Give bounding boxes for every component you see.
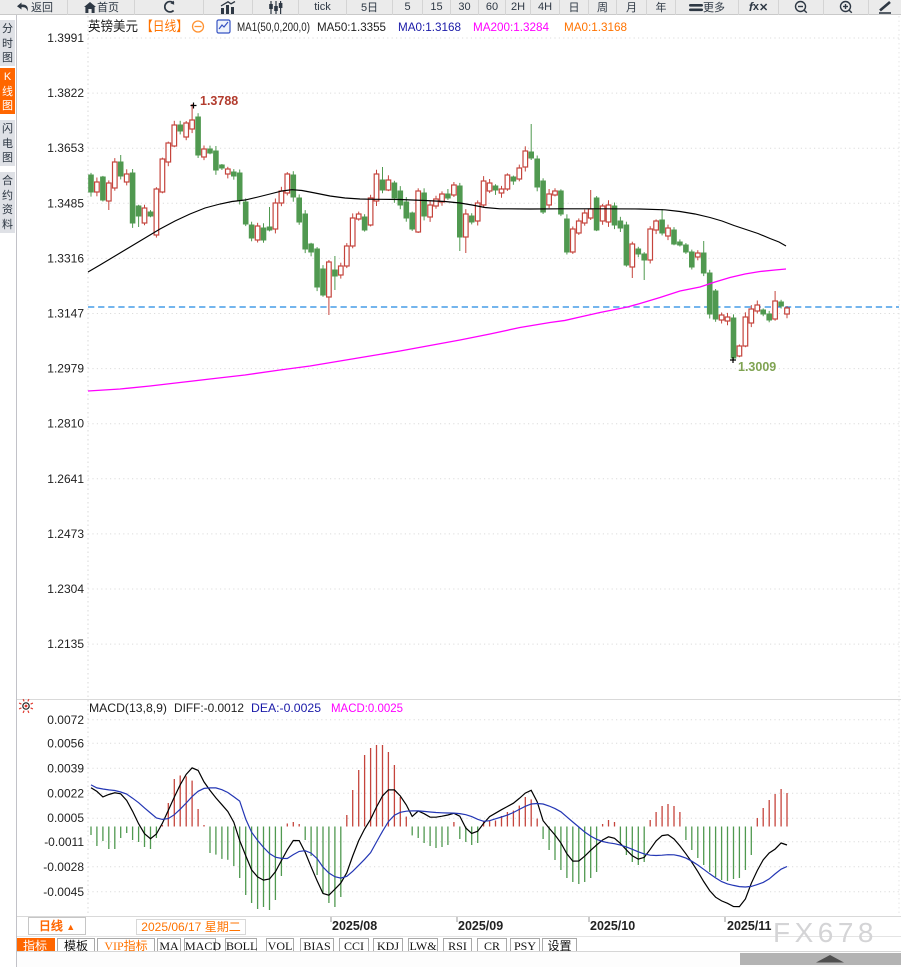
svg-text:1.2979: 1.2979 — [47, 362, 84, 376]
svg-text:0.0039: 0.0039 — [47, 761, 84, 775]
svg-text:英镑美元: 英镑美元 — [88, 18, 138, 34]
svg-text:1.2135: 1.2135 — [47, 637, 84, 651]
svg-text:0.0072: 0.0072 — [47, 713, 84, 727]
svg-text:DIFF:-0.0012: DIFF:-0.0012 — [174, 701, 244, 715]
svg-text:-0.0028: -0.0028 — [43, 860, 84, 874]
svg-text:1.2641: 1.2641 — [47, 472, 84, 486]
svg-text:1.3485: 1.3485 — [47, 196, 84, 210]
svg-text:1.3316: 1.3316 — [47, 251, 84, 265]
svg-text:1.2473: 1.2473 — [47, 527, 84, 541]
svg-text:1.2304: 1.2304 — [47, 582, 84, 596]
svg-text:MACD(13,8,9): MACD(13,8,9) — [89, 701, 167, 715]
svg-text:1.3822: 1.3822 — [47, 86, 84, 100]
svg-text:-0.0011: -0.0011 — [44, 835, 84, 849]
svg-text:1.3788: 1.3788 — [200, 94, 238, 108]
svg-text:FX678: FX678 — [773, 917, 878, 948]
svg-text:1.3991: 1.3991 — [47, 31, 84, 45]
svg-text:1.3653: 1.3653 — [47, 141, 84, 155]
svg-text:【日线】: 【日线】 — [141, 19, 188, 34]
svg-text:MA0:1.3168: MA0:1.3168 — [398, 22, 461, 34]
svg-text:MACD:0.0025: MACD:0.0025 — [331, 701, 403, 715]
svg-text:0.0005: 0.0005 — [47, 811, 84, 825]
svg-text:1.3147: 1.3147 — [47, 307, 84, 321]
svg-text:MA0:1.3168: MA0:1.3168 — [564, 22, 627, 34]
svg-text:MA200:1.3284: MA200:1.3284 — [473, 22, 550, 34]
svg-text:1.3009: 1.3009 — [738, 360, 776, 374]
svg-text:1.2810: 1.2810 — [47, 417, 84, 431]
svg-text:0.0056: 0.0056 — [47, 736, 84, 750]
svg-text:MA1(50,0,200,0): MA1(50,0,200,0) — [237, 22, 310, 34]
svg-text:-0.0045: -0.0045 — [43, 885, 84, 899]
svg-text:0.0022: 0.0022 — [47, 786, 84, 800]
svg-text:MA50:1.3355: MA50:1.3355 — [317, 22, 386, 34]
svg-text:DEA:-0.0025: DEA:-0.0025 — [251, 701, 321, 715]
